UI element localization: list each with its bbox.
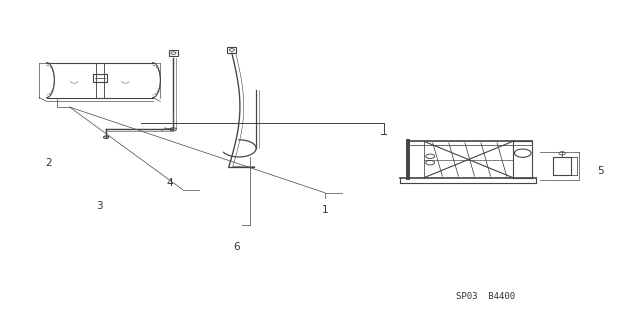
Text: SP03  B4400: SP03 B4400 — [456, 292, 516, 300]
Text: 1: 1 — [322, 205, 328, 215]
Text: 4: 4 — [166, 178, 173, 188]
Text: 2: 2 — [45, 158, 52, 168]
Bar — [227, 47, 236, 53]
Text: 6: 6 — [234, 242, 240, 252]
Bar — [170, 50, 177, 56]
Text: 5: 5 — [598, 166, 604, 176]
Text: 3: 3 — [97, 201, 103, 211]
